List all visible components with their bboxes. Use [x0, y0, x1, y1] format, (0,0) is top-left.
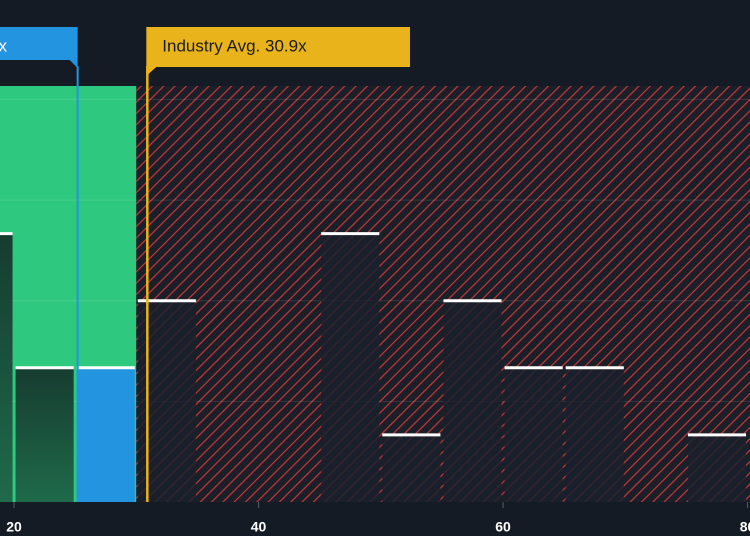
bar — [15, 367, 74, 502]
overvalued-region — [136, 86, 750, 502]
bar — [321, 233, 380, 502]
bar — [504, 367, 563, 502]
bar — [565, 367, 624, 502]
x-tick-label: 20 — [6, 519, 22, 535]
company-label-box — [0, 27, 78, 68]
industry-label: Industry Avg. 30.9x — [162, 36, 307, 55]
company-label: x — [0, 36, 8, 55]
industry-label-box — [146, 27, 410, 76]
x-tick-label: 60 — [495, 519, 511, 535]
bar — [687, 434, 747, 502]
bar — [0, 233, 13, 502]
x-tick-label: 40 — [251, 519, 267, 535]
bar — [382, 434, 441, 502]
bar — [443, 300, 502, 502]
x-tick-label: 80 — [740, 519, 750, 535]
bar — [76, 367, 135, 502]
